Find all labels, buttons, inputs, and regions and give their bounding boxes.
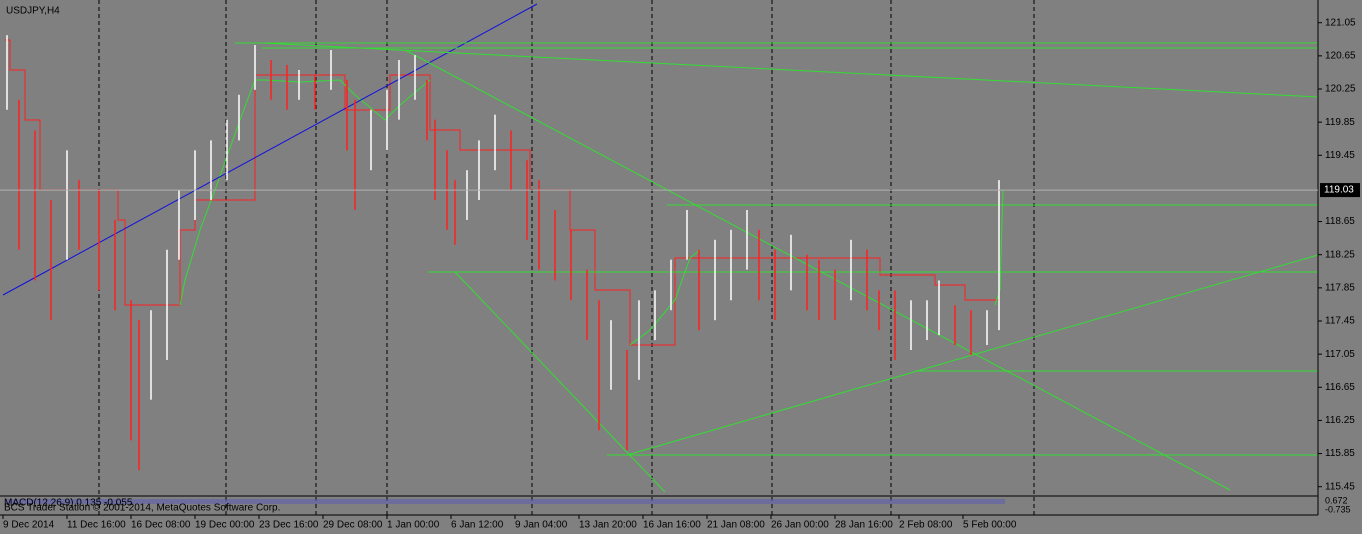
current-price-label: 119.03	[1324, 185, 1354, 196]
y-tick-label: 119.85	[1325, 117, 1355, 128]
x-tick-label: 16 Dec 08:00	[131, 520, 191, 531]
y-tick-label: 117.85	[1325, 282, 1355, 293]
y-tick-label: 120.65	[1325, 50, 1356, 61]
x-tick-label: 6 Jan 12:00	[451, 520, 504, 531]
macd-axis-label: -0.735	[1325, 504, 1351, 514]
x-tick-label: 29 Dec 08:00	[323, 520, 383, 531]
y-tick-label: 118.25	[1325, 249, 1355, 260]
x-tick-label: 2 Feb 08:00	[899, 520, 953, 531]
x-tick-label: 16 Jan 16:00	[643, 520, 701, 531]
x-tick-label: 5 Feb 00:00	[963, 520, 1017, 531]
y-tick-label: 121.05	[1325, 17, 1356, 28]
x-tick-label: 21 Jan 08:00	[707, 520, 765, 531]
x-tick-label: 19 Dec 00:00	[195, 520, 255, 531]
y-tick-label: 117.05	[1325, 349, 1355, 360]
current-price-box	[1320, 183, 1360, 198]
y-tick-label: 116.65	[1325, 382, 1355, 393]
x-tick-label: 11 Dec 16:00	[67, 520, 126, 531]
x-tick-label: 23 Dec 16:00	[259, 520, 319, 531]
copyright: BCS Trader Station © 2001-2014, MetaQuot…	[4, 503, 280, 514]
trend-lines	[2, 3, 1319, 493]
x-tick-label: 9 Jan 04:00	[515, 520, 568, 531]
y-tick-label: 118.65	[1325, 216, 1355, 227]
x-tick-label: 13 Jan 20:00	[579, 520, 637, 531]
x-tick-label: 9 Dec 2014	[3, 520, 55, 531]
price-bars	[6, 35, 1000, 471]
macd-histogram	[5, 499, 1005, 504]
y-tick-label: 115.45	[1325, 481, 1355, 492]
macd-label: MACD(12,26,9) 0.135 -0.055	[4, 498, 133, 509]
symbol-label: USDJPY,H4	[6, 6, 60, 17]
y-tick-label: 120.25	[1325, 84, 1356, 95]
y-tick-label: 117.45	[1325, 316, 1355, 327]
macd-axis-label: 0.672	[1325, 495, 1348, 505]
x-tick-label: 1 Jan 00:00	[387, 520, 440, 531]
x-tick-label: 26 Jan 00:00	[771, 520, 829, 531]
y-tick-label: 115.85	[1325, 448, 1355, 459]
y-tick-label: 119.45	[1325, 150, 1355, 161]
y-tick-label: 116.25	[1325, 415, 1355, 426]
x-tick-label: 28 Jan 16:00	[835, 520, 893, 531]
